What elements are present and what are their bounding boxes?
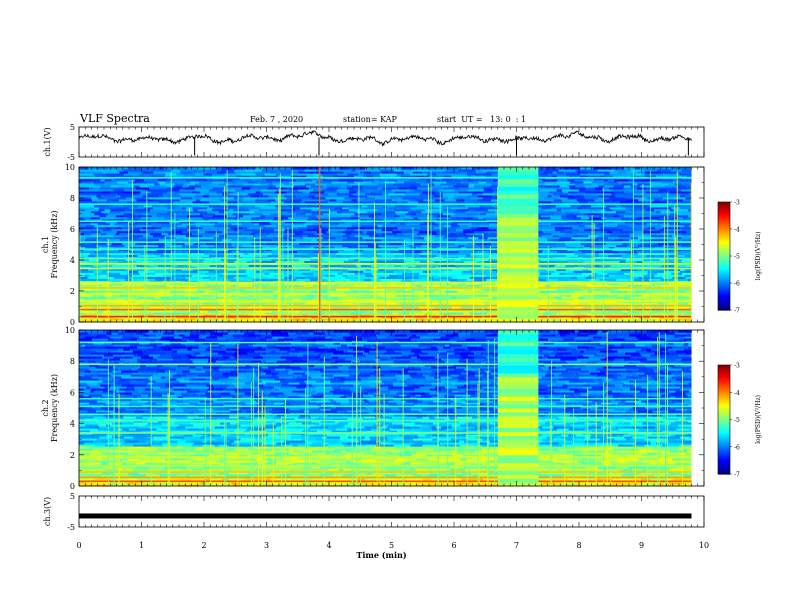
x-tick-label: 4 (326, 541, 331, 550)
x-tick-label: 8 (576, 541, 581, 550)
ch3-waveform-y-ticks: 5-5 (67, 492, 75, 532)
svg-text:2: 2 (70, 287, 75, 296)
ch2-spectrogram-x-ticks (78, 330, 705, 486)
ch1-spectrogram-colorbar: -3-4-5-6-7 (717, 200, 740, 315)
ch2-spectrogram-ylabel-channel: ch.2 (41, 399, 50, 416)
ch1-spectrogram-ylabel-channel: ch.1 (41, 236, 50, 253)
start-time-label: start UT = 13: 0 : 1 (437, 115, 527, 124)
x-tick-label: 1 (139, 541, 144, 550)
ch3-waveform-x-ticks (78, 496, 705, 527)
ch1-waveform-trace (78, 130, 692, 147)
svg-text:6: 6 (70, 225, 75, 234)
ch1-spectrogram-ylabel: Frequency (kHz) (50, 210, 59, 278)
svg-text:4: 4 (70, 256, 75, 265)
ch1-spectrogram-y-ticks: 10 8 6 4 2 0 (65, 163, 704, 327)
ch1-spectrogram-colorbar-label: log(PSD)(V²/Hz) (755, 232, 762, 281)
ch3-waveform-ylabel: ch.3(V) (43, 497, 52, 526)
ch1-waveform-ylabel: ch.1(V) (43, 127, 52, 156)
x-tick-label: 10 (699, 541, 709, 550)
ch2-spectrogram-image (79, 330, 704, 487)
ch1-spectrogram-x-ticks (78, 167, 705, 322)
station-label: station= KAP (343, 115, 397, 124)
ch2-spectrogram-colorbar-label: log(PSD)(V²/Hz) (755, 395, 762, 444)
ch2-spectrogram-colorbar: -3-4-5-6-7 (717, 363, 740, 479)
ch1-waveform-y-ticks: 5 -5 (67, 123, 75, 162)
x-axis-label: Time (min) (356, 550, 406, 560)
svg-text:-5: -5 (67, 153, 75, 162)
x-tick-label: 0 (76, 541, 81, 550)
ch1-spectrogram-image (79, 167, 704, 323)
svg-text:0: 0 (70, 318, 75, 327)
x-tick-label: 2 (201, 541, 206, 550)
svg-text:8: 8 (70, 194, 75, 203)
svg-text:5: 5 (70, 123, 75, 132)
svg-text:10: 10 (65, 163, 75, 172)
x-axis-tick-labels: 0 1 2 3 4 5 6 7 8 9 10 (76, 541, 709, 550)
x-tick-label: 9 (639, 541, 644, 550)
x-tick-label: 3 (264, 541, 269, 550)
ch2-spectrogram-ylabel: Frequency (kHz) (50, 374, 59, 442)
x-tick-label: 5 (389, 541, 394, 550)
plot-title: VLF Spectra (80, 112, 150, 125)
ch3-waveform-trace (79, 513, 692, 519)
ch1-waveform-x-ticks (78, 127, 705, 157)
x-tick-label: 6 (451, 541, 456, 550)
date-label: Feb. 7 , 2020 (250, 115, 304, 124)
x-tick-label: 7 (514, 541, 519, 550)
